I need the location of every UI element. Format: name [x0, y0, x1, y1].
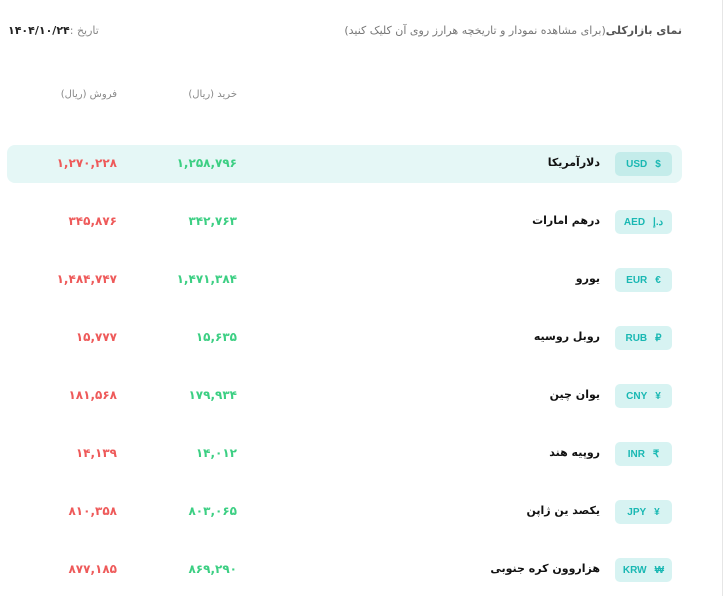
buy-price: ۸۶۹,۲۹۰ — [188, 562, 237, 576]
currency-badge: JPY ¥ — [615, 500, 672, 524]
currency-code: USD — [626, 158, 648, 170]
buy-price: ۳۴۲,۷۶۳ — [188, 214, 237, 228]
title-text: نمای بازارکلی — [605, 24, 682, 37]
buy-price: ۱,۴۷۱,۳۸۴ — [176, 272, 237, 286]
currency-symbol-icon: ₩ — [654, 564, 665, 576]
currency-code: EUR — [626, 274, 648, 286]
currency-name: یکصد ین ژاپن — [526, 504, 600, 517]
page-title: نمای بازارکلی(برای مشاهده نمودار و تاریخ… — [344, 24, 682, 37]
currency-code: RUB — [625, 332, 648, 344]
currency-name: یورو — [575, 272, 600, 285]
currency-name: هزاروون کره جنوبی — [490, 562, 600, 575]
currency-row-krw[interactable]: KRW ₩ هزاروون کره جنوبی ۸۶۹,۲۹۰ ۸۷۷,۱۸۵ — [7, 551, 682, 589]
currency-name: درهم امارات — [532, 214, 600, 227]
currency-symbol-icon: ₹ — [652, 448, 660, 460]
currency-row-inr[interactable]: INR ₹ روپیه هند ۱۴,۰۱۲ ۱۴,۱۳۹ — [7, 435, 682, 473]
currency-symbol-icon: € — [655, 274, 661, 286]
currency-row-usd[interactable]: USD $ دلارآمریکا ۱,۲۵۸,۷۹۶ ۱,۲۷۰,۲۲۸ — [7, 145, 682, 183]
currency-code: CNY — [626, 390, 648, 402]
sell-price: ۳۴۵,۸۷۶ — [68, 214, 117, 228]
currency-name: یوان چین — [549, 388, 600, 401]
currency-name: دلارآمریکا — [547, 156, 600, 169]
currency-name: روپیه هند — [549, 446, 600, 459]
currency-symbol-icon: د.إ — [653, 216, 664, 228]
currency-row-aed[interactable]: AED د.إ درهم امارات ۳۴۲,۷۶۳ ۳۴۵,۸۷۶ — [7, 203, 682, 241]
buy-price: ۱,۲۵۸,۷۹۶ — [176, 156, 237, 170]
column-header-buy: خرید (ریال) — [188, 89, 237, 100]
date-label: تاریخ : — [69, 24, 99, 37]
currency-name: روبل روسیه — [533, 330, 600, 343]
sell-price: ۱,۴۸۴,۷۴۷ — [56, 272, 117, 286]
currency-badge: AED د.إ — [615, 210, 672, 234]
buy-price: ۱۴,۰۱۲ — [195, 446, 237, 460]
currency-badge: KRW ₩ — [615, 558, 672, 582]
currency-code: INR — [627, 448, 645, 460]
currency-badge: EUR € — [615, 268, 672, 292]
sell-price: ۱۴,۱۳۹ — [75, 446, 117, 460]
sell-price: ۸۷۷,۱۸۵ — [68, 562, 117, 576]
currency-code: JPY — [627, 506, 647, 518]
currency-row-jpy[interactable]: JPY ¥ یکصد ین ژاپن ۸۰۳,۰۶۵ ۸۱۰,۳۵۸ — [7, 493, 682, 531]
column-header-sell: فروش (ریال) — [60, 89, 117, 100]
currency-symbol-icon: ¥ — [655, 390, 661, 402]
currency-row-cny[interactable]: CNY ¥ یوان چین ۱۷۹,۹۳۴ ۱۸۱,۵۶۸ — [7, 377, 682, 415]
sell-price: ۸۱۰,۳۵۸ — [68, 504, 117, 518]
sell-price: ۱۸۱,۵۶۸ — [68, 388, 117, 402]
currency-symbol-icon: ₽ — [655, 332, 662, 344]
sell-price: ۱۵,۷۷۷ — [75, 330, 117, 344]
sell-price: ۱,۲۷۰,۲۲۸ — [56, 156, 117, 170]
buy-price: ۱۵,۶۳۵ — [195, 330, 237, 344]
currency-code: AED — [623, 216, 646, 228]
currency-badge: RUB ₽ — [615, 326, 672, 350]
panel-border — [722, 0, 723, 596]
buy-price: ۱۷۹,۹۳۴ — [188, 388, 237, 402]
date-value: ۱۴۰۴/۱۰/۲۴ — [8, 24, 70, 37]
currency-badge: CNY ¥ — [615, 384, 672, 408]
currency-badge: INR ₹ — [615, 442, 672, 466]
subtitle-text: (برای مشاهده نمودار و تاریخچه هرارز روی … — [344, 24, 606, 37]
currency-row-eur[interactable]: EUR € یورو ۱,۴۷۱,۳۸۴ ۱,۴۸۴,۷۴۷ — [7, 261, 682, 299]
buy-price: ۸۰۳,۰۶۵ — [188, 504, 237, 518]
currency-code: KRW — [622, 564, 647, 576]
currency-symbol-icon: ¥ — [654, 506, 660, 518]
date: تاریخ :۱۴۰۴/۱۰/۲۴ — [8, 24, 99, 37]
currency-row-rub[interactable]: RUB ₽ روبل روسیه ۱۵,۶۳۵ ۱۵,۷۷۷ — [7, 319, 682, 357]
currency-badge: USD $ — [615, 152, 672, 176]
currency-symbol-icon: $ — [655, 158, 661, 170]
